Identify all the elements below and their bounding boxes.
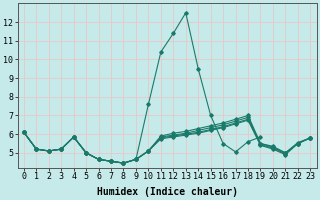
X-axis label: Humidex (Indice chaleur): Humidex (Indice chaleur) [97, 186, 237, 197]
